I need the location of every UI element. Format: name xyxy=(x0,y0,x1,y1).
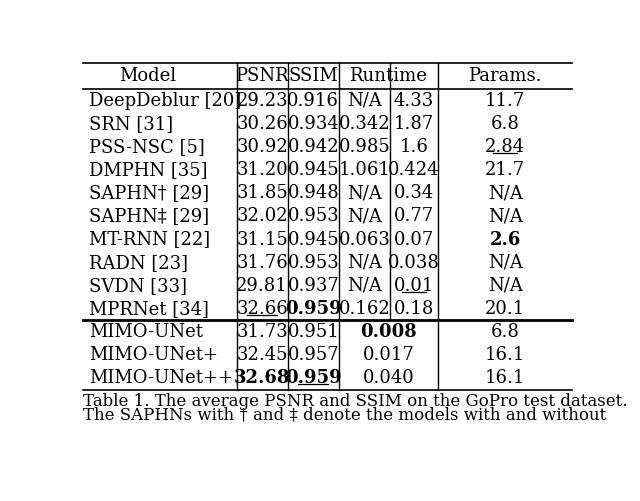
Text: Params.: Params. xyxy=(468,67,542,85)
Text: N/A: N/A xyxy=(488,184,522,202)
Text: 0.934: 0.934 xyxy=(287,115,339,133)
Text: Runtime: Runtime xyxy=(349,67,428,85)
Text: 0.34: 0.34 xyxy=(394,184,434,202)
Text: 21.7: 21.7 xyxy=(485,161,525,179)
Text: 31.73: 31.73 xyxy=(236,323,288,341)
Text: 20.1: 20.1 xyxy=(485,300,525,318)
Text: SRN [31]: SRN [31] xyxy=(90,115,173,133)
Text: N/A: N/A xyxy=(488,277,522,295)
Text: N/A: N/A xyxy=(347,92,382,110)
Text: 0.063: 0.063 xyxy=(339,230,390,248)
Text: 31.85: 31.85 xyxy=(236,184,288,202)
Text: MT-RNN [22]: MT-RNN [22] xyxy=(90,230,211,248)
Text: 29.23: 29.23 xyxy=(236,92,288,110)
Text: 0.07: 0.07 xyxy=(394,230,434,248)
Text: 0.916: 0.916 xyxy=(287,92,339,110)
Text: 30.92: 30.92 xyxy=(236,138,288,156)
Text: 0.945: 0.945 xyxy=(287,230,339,248)
Text: SAPHN† [29]: SAPHN† [29] xyxy=(90,184,209,202)
Text: 0.017: 0.017 xyxy=(363,346,414,364)
Text: 0.937: 0.937 xyxy=(287,277,339,295)
Text: PSS-NSC [5]: PSS-NSC [5] xyxy=(90,138,205,156)
Text: Table 1. The average PSNR and SSIM on the GoPro test dataset.: Table 1. The average PSNR and SSIM on th… xyxy=(83,393,628,410)
Text: N/A: N/A xyxy=(488,207,522,225)
Text: 0.945: 0.945 xyxy=(287,161,339,179)
Text: SAPHN‡ [29]: SAPHN‡ [29] xyxy=(90,207,209,225)
Text: MIMO-UNet++: MIMO-UNet++ xyxy=(90,369,234,387)
Text: 0.985: 0.985 xyxy=(339,138,390,156)
Text: SSIM: SSIM xyxy=(289,67,338,85)
Text: 0.942: 0.942 xyxy=(287,138,339,156)
Text: PSNR: PSNR xyxy=(236,67,289,85)
Text: MIMO-UNet+: MIMO-UNet+ xyxy=(90,346,218,364)
Text: 0.18: 0.18 xyxy=(394,300,434,318)
Text: DMPHN [35]: DMPHN [35] xyxy=(90,161,208,179)
Text: 32.68: 32.68 xyxy=(234,369,291,387)
Text: 0.948: 0.948 xyxy=(287,184,339,202)
Text: 1.061: 1.061 xyxy=(339,161,390,179)
Text: 0.953: 0.953 xyxy=(287,207,339,225)
Text: MPRNet [34]: MPRNet [34] xyxy=(90,300,209,318)
Text: 32.66: 32.66 xyxy=(236,300,288,318)
Text: 32.45: 32.45 xyxy=(236,346,288,364)
Text: N/A: N/A xyxy=(347,207,382,225)
Text: MIMO-UNet: MIMO-UNet xyxy=(90,323,204,341)
Text: SVDN [33]: SVDN [33] xyxy=(90,277,188,295)
Text: 2.6: 2.6 xyxy=(490,230,521,248)
Text: 0.424: 0.424 xyxy=(388,161,440,179)
Text: 31.15: 31.15 xyxy=(236,230,288,248)
Text: 32.02: 32.02 xyxy=(236,207,288,225)
Text: 31.76: 31.76 xyxy=(236,254,288,272)
Text: 16.1: 16.1 xyxy=(485,346,525,364)
Text: 0.040: 0.040 xyxy=(363,369,414,387)
Text: 6.8: 6.8 xyxy=(491,115,520,133)
Text: 0.953: 0.953 xyxy=(287,254,339,272)
Text: 0.008: 0.008 xyxy=(360,323,417,341)
Text: 30.26: 30.26 xyxy=(236,115,288,133)
Text: Model: Model xyxy=(120,67,177,85)
Text: 0.162: 0.162 xyxy=(339,300,390,318)
Text: DeepDeblur [20]: DeepDeblur [20] xyxy=(90,92,241,110)
Text: 0.342: 0.342 xyxy=(339,115,390,133)
Text: 11.7: 11.7 xyxy=(485,92,525,110)
Text: 6.8: 6.8 xyxy=(491,323,520,341)
Text: 4.33: 4.33 xyxy=(394,92,434,110)
Text: The SAPHNs with † and ‡ denote the models with and without: The SAPHNs with † and ‡ denote the model… xyxy=(83,407,606,423)
Text: N/A: N/A xyxy=(347,184,382,202)
Text: 0.957: 0.957 xyxy=(287,346,339,364)
Text: N/A: N/A xyxy=(347,254,382,272)
Text: N/A: N/A xyxy=(488,254,522,272)
Text: 0.959: 0.959 xyxy=(285,300,342,318)
Text: 0.038: 0.038 xyxy=(388,254,440,272)
Text: 1.87: 1.87 xyxy=(394,115,434,133)
Text: 2.84: 2.84 xyxy=(485,138,525,156)
Text: 0.951: 0.951 xyxy=(287,323,339,341)
Text: N/A: N/A xyxy=(347,277,382,295)
Text: 0.77: 0.77 xyxy=(394,207,434,225)
Text: 0.01: 0.01 xyxy=(394,277,434,295)
Text: 1.6: 1.6 xyxy=(399,138,428,156)
Text: 0.959: 0.959 xyxy=(285,369,342,387)
Text: RADN [23]: RADN [23] xyxy=(90,254,188,272)
Text: 31.20: 31.20 xyxy=(236,161,288,179)
Text: 16.1: 16.1 xyxy=(485,369,525,387)
Text: 29.81: 29.81 xyxy=(236,277,288,295)
